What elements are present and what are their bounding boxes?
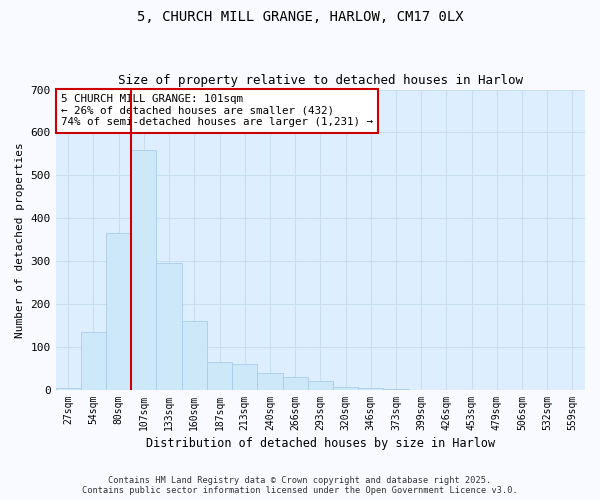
Bar xyxy=(257,373,283,390)
Bar xyxy=(383,389,409,390)
Bar xyxy=(283,377,308,390)
Bar xyxy=(358,388,383,390)
Text: 5 CHURCH MILL GRANGE: 101sqm
← 26% of detached houses are smaller (432)
74% of s: 5 CHURCH MILL GRANGE: 101sqm ← 26% of de… xyxy=(61,94,373,128)
Bar xyxy=(232,364,257,390)
Y-axis label: Number of detached properties: Number of detached properties xyxy=(15,142,25,338)
Title: Size of property relative to detached houses in Harlow: Size of property relative to detached ho… xyxy=(118,74,523,87)
Bar xyxy=(131,150,157,390)
Bar xyxy=(157,264,182,390)
Bar xyxy=(333,386,358,390)
Bar xyxy=(308,382,333,390)
Bar xyxy=(106,234,131,390)
Text: Contains HM Land Registry data © Crown copyright and database right 2025.
Contai: Contains HM Land Registry data © Crown c… xyxy=(82,476,518,495)
X-axis label: Distribution of detached houses by size in Harlow: Distribution of detached houses by size … xyxy=(146,437,495,450)
Text: 5, CHURCH MILL GRANGE, HARLOW, CM17 0LX: 5, CHURCH MILL GRANGE, HARLOW, CM17 0LX xyxy=(137,10,463,24)
Bar xyxy=(56,388,81,390)
Bar xyxy=(207,362,232,390)
Bar xyxy=(81,332,106,390)
Bar xyxy=(182,322,207,390)
